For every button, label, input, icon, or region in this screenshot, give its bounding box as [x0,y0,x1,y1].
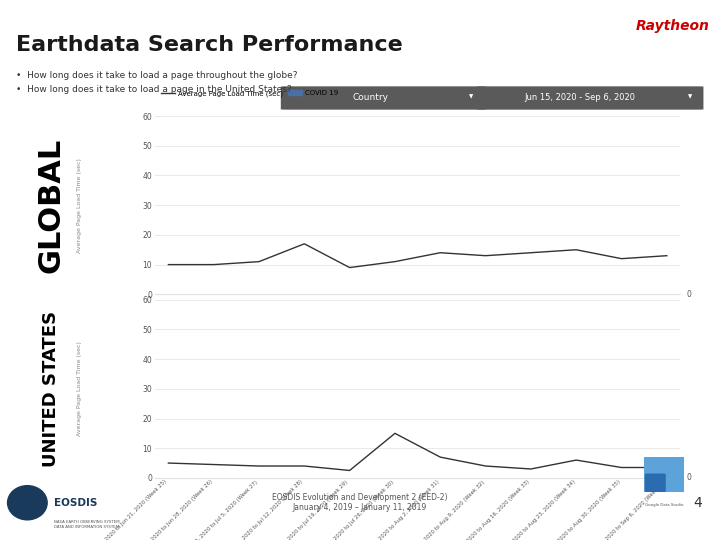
Text: •  How long does it take to load a page throughout the globe?: • How long does it take to load a page t… [16,71,297,80]
Text: Average Page Load Time (sec): Average Page Load Time (sec) [77,341,81,436]
Text: Google Data Studio: Google Data Studio [645,503,683,507]
Ellipse shape [7,485,48,520]
FancyBboxPatch shape [645,474,666,492]
Text: Raytheon: Raytheon [635,19,709,33]
Text: 0: 0 [687,474,692,482]
Text: 0: 0 [687,290,692,299]
Text: •  How long does it take to load a page in the United States?: • How long does it take to load a page i… [16,85,292,94]
Text: Average Page Load Time (sec): Average Page Load Time (sec) [77,158,81,253]
Text: GLOBAL: GLOBAL [37,138,66,273]
FancyBboxPatch shape [643,456,685,494]
FancyBboxPatch shape [477,86,703,110]
Text: EOSDIS: EOSDIS [54,498,97,508]
Text: UNITED STATES: UNITED STATES [42,310,60,467]
Text: Jun 15, 2020 - Sep 6, 2020: Jun 15, 2020 - Sep 6, 2020 [525,93,636,102]
Text: EOSDIS Evolution and Development 2 (EED-2)
January 4, 2019 – January 11, 2019: EOSDIS Evolution and Development 2 (EED-… [272,493,448,512]
Text: ▼: ▼ [688,94,692,100]
FancyBboxPatch shape [281,86,486,110]
Text: 4: 4 [693,496,702,510]
Text: NASA EARTH OBSERVING SYSTEM
DATA AND INFORMATION SYSTEM: NASA EARTH OBSERVING SYSTEM DATA AND INF… [54,520,120,529]
Text: Country: Country [353,93,389,102]
Text: Earthdata Search Performance: Earthdata Search Performance [16,35,402,55]
Text: ▼: ▼ [469,94,474,100]
Legend: Average Page Load Time (sec), COVID 19: Average Page Load Time (sec), COVID 19 [158,87,341,99]
